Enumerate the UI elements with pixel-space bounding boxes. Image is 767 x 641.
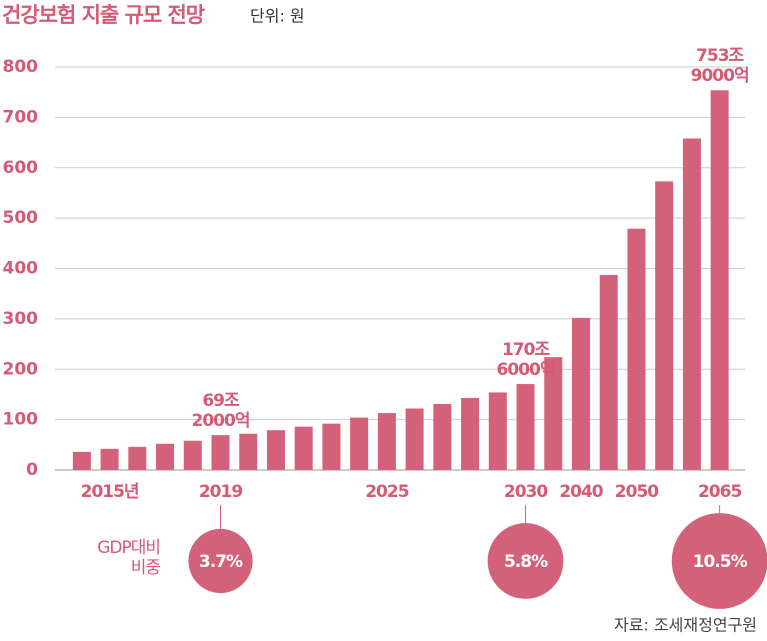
bar: [627, 228, 646, 470]
value-label: 753조 9000억: [690, 46, 750, 87]
y-tick-label: 700: [3, 107, 39, 127]
value-label: 170조 6000억: [496, 340, 556, 381]
gdp-label: GDP대비 비중: [97, 538, 161, 578]
bar: [239, 433, 258, 470]
bar: [710, 90, 729, 471]
bar: [682, 138, 701, 470]
bar: [405, 408, 424, 470]
gdp-bubble: [487, 523, 564, 599]
gdp-value-label: 3.7%: [199, 552, 243, 572]
bar: [544, 357, 563, 470]
x-tick-label: 2065: [698, 482, 741, 502]
y-tick-label: 400: [3, 259, 39, 279]
y-tick-label: 0: [26, 460, 38, 480]
x-tick-label: 2015년: [81, 482, 139, 502]
x-tick-label: 2019: [199, 482, 242, 502]
bar: [433, 404, 452, 470]
bar: [599, 275, 618, 470]
bar: [516, 384, 535, 470]
x-tick-label: 2030: [504, 482, 548, 502]
x-tick-label: 2040: [559, 482, 603, 502]
bar: [128, 446, 147, 470]
y-tick-label: 100: [3, 410, 39, 430]
chart-title: 건강보험 지출 규모 전망: [2, 3, 205, 27]
bar: [211, 435, 230, 470]
gdp-bubble: [671, 513, 767, 609]
bar: [655, 181, 674, 470]
source: 자료: 조세재정연구원: [614, 616, 757, 635]
y-tick-label: 500: [3, 208, 39, 228]
bar: [377, 413, 396, 470]
bar: [322, 423, 341, 470]
y-tick-label: 300: [3, 309, 39, 329]
bar: [100, 448, 119, 470]
bar: [461, 397, 480, 470]
bar: [350, 417, 369, 470]
bar: [294, 426, 313, 470]
gdp-value-label: 10.5%: [693, 552, 748, 572]
chart-subtitle: 단위: 원: [250, 7, 305, 26]
bar: [266, 430, 285, 470]
x-tick-label: 2050: [615, 482, 659, 502]
y-tick-label: 200: [3, 359, 39, 379]
y-tick-label: 800: [3, 57, 39, 77]
y-tick-label: 600: [3, 158, 39, 178]
value-label: 69조 2000억: [191, 391, 251, 432]
bar: [488, 392, 507, 470]
bar: [72, 451, 91, 470]
bar: [571, 317, 590, 470]
x-tick-label: 2025: [365, 482, 408, 502]
gdp-bubble: [188, 528, 253, 594]
bar: [156, 443, 175, 470]
gdp-value-label: 5.8%: [504, 552, 548, 572]
bar: [183, 440, 202, 470]
